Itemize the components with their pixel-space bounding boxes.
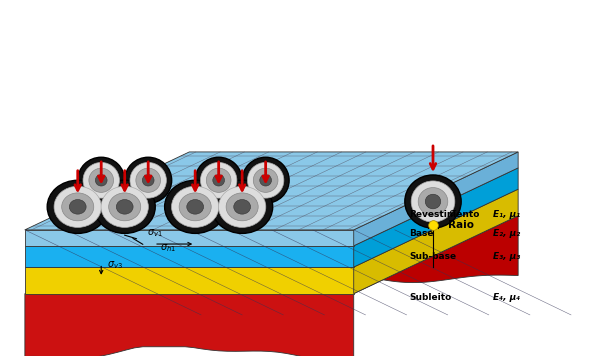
Text: $\sigma_{h1}$: $\sigma_{h1}$ [160,242,176,254]
Ellipse shape [116,200,133,214]
Text: $\sigma_{v3}$: $\sigma_{v3}$ [107,259,123,271]
Ellipse shape [142,175,154,186]
Ellipse shape [70,200,86,214]
Polygon shape [25,230,354,246]
Ellipse shape [136,168,160,192]
Ellipse shape [247,162,284,198]
Ellipse shape [242,157,289,203]
Ellipse shape [179,193,211,221]
Text: E₄, μ₄: E₄, μ₄ [493,293,521,302]
Ellipse shape [234,200,251,214]
Ellipse shape [405,175,461,228]
Polygon shape [354,168,518,267]
Polygon shape [25,293,354,357]
Ellipse shape [218,186,266,227]
Polygon shape [25,267,354,293]
Ellipse shape [425,194,441,209]
Ellipse shape [213,175,225,186]
Polygon shape [354,216,518,293]
Ellipse shape [165,180,226,233]
Text: Raio: Raio [448,220,474,230]
Ellipse shape [109,193,141,221]
Polygon shape [25,246,354,267]
Ellipse shape [96,175,107,186]
Polygon shape [25,152,518,230]
Ellipse shape [187,200,204,214]
Text: Revestimento: Revestimento [409,210,479,219]
Text: Base: Base [409,228,434,237]
Ellipse shape [206,168,231,192]
Ellipse shape [172,186,219,227]
Text: $\sigma_c$: $\sigma_c$ [448,208,461,220]
Text: $\sigma_{v1}$: $\sigma_{v1}$ [147,227,163,239]
Ellipse shape [94,180,155,233]
Ellipse shape [260,175,271,186]
Polygon shape [354,152,518,246]
Ellipse shape [130,162,166,198]
Ellipse shape [201,162,237,198]
Ellipse shape [83,162,119,198]
Ellipse shape [124,157,172,203]
Ellipse shape [101,186,148,227]
Ellipse shape [54,186,101,227]
Text: Sub-base: Sub-base [409,252,456,261]
Ellipse shape [212,180,273,233]
Ellipse shape [195,157,242,203]
Text: E₂, μ₂: E₂, μ₂ [493,228,521,237]
Ellipse shape [253,168,278,192]
Polygon shape [354,189,518,293]
Ellipse shape [226,193,258,221]
Text: E₃, μ₃: E₃, μ₃ [493,252,521,261]
Text: E₁, μ₁: E₁, μ₁ [493,210,521,219]
Ellipse shape [418,187,448,216]
Ellipse shape [62,193,94,221]
Ellipse shape [89,168,113,192]
Ellipse shape [411,181,455,222]
Ellipse shape [78,157,124,203]
Text: Subleito: Subleito [409,293,451,302]
Ellipse shape [47,180,108,233]
